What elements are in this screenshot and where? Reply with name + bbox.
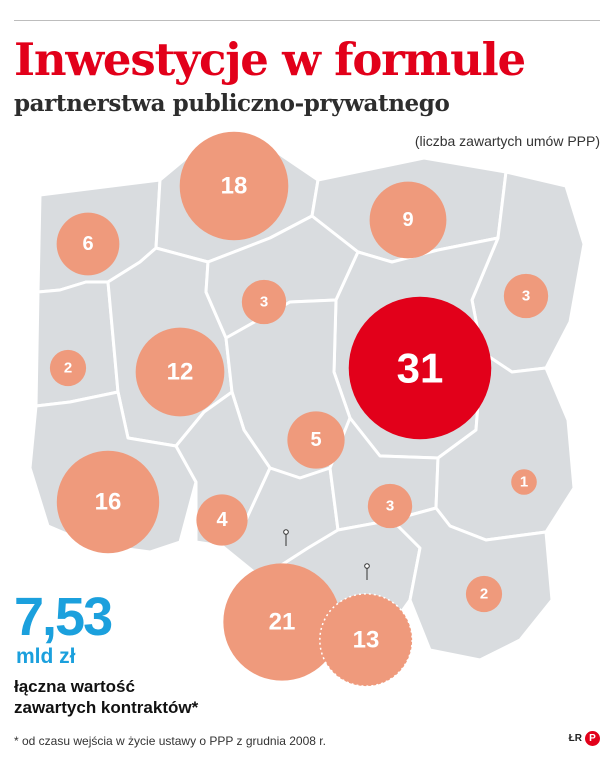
bubble-label: 6 [82, 233, 93, 255]
bubble-label: 9 [402, 209, 413, 231]
bubble-label: 3 [522, 288, 530, 305]
bubble-label: 12 [167, 359, 194, 386]
top-rule [14, 20, 600, 21]
bubble-label: 3 [260, 294, 268, 311]
page-subtitle: partnerstwa publiczno-prywatnego [14, 90, 450, 117]
bubble-south-2 [319, 593, 413, 687]
total-value: 7,53 [14, 587, 113, 647]
bubble-west [49, 349, 87, 387]
footnote: * od czasu wejścia w życie ustawy o PPP … [14, 734, 326, 748]
region-lubuskie [34, 280, 120, 408]
bubble-south-center [367, 483, 413, 529]
bubble-label: 2 [64, 360, 72, 377]
bubble-label: 31 [397, 345, 444, 392]
bubble-label: 16 [95, 489, 122, 516]
units-note: (liczba zawartych umów PPP) [414, 133, 600, 149]
bubble-label: 3 [386, 498, 394, 515]
brand-letter: P [589, 733, 596, 744]
bubble-label: 5 [310, 429, 321, 451]
bubble-capital [348, 296, 492, 440]
bubble-center-north [241, 279, 287, 325]
bubbles-layer: 18 9 6 3 3 2 12 31 5 1 16 4 3 2 21 13 [49, 131, 549, 687]
page-title: Inwestycje w formule [14, 33, 526, 86]
bubble-label: 13 [353, 627, 380, 654]
bubble-label: 2 [480, 586, 488, 603]
bubble-south [223, 563, 341, 681]
bubble-north-east [369, 181, 447, 259]
bubble-south-center-west [196, 494, 248, 546]
credit: ŁR P [569, 731, 600, 746]
total-description-line: zawartych kontraktów* [14, 698, 199, 717]
bubble-center-west [135, 327, 225, 417]
total-description: łączna wartość zawartych kontraktów* [14, 676, 344, 718]
bubble-north-center [179, 131, 289, 241]
total-unit: mld zł [16, 645, 76, 668]
bubble-label: 4 [216, 509, 228, 531]
total-description-line: łączna wartość [14, 677, 135, 696]
bubble-label: 1 [520, 474, 528, 491]
pin-markers [283, 529, 370, 580]
dgp-logo-icon: P [585, 731, 600, 746]
bubble-label: 21 [269, 609, 296, 636]
bubble-south-east [465, 575, 503, 613]
pin-marker-dot [283, 529, 289, 535]
bubble-south-west [56, 450, 160, 554]
bubble-label: 18 [221, 173, 248, 200]
bubble-north-west [56, 212, 120, 276]
bubble-center [287, 411, 345, 469]
bubble-east [511, 469, 537, 495]
author-initials: ŁR [568, 733, 582, 744]
bubble-east-north [503, 273, 549, 319]
pin-marker-dot [364, 563, 370, 569]
